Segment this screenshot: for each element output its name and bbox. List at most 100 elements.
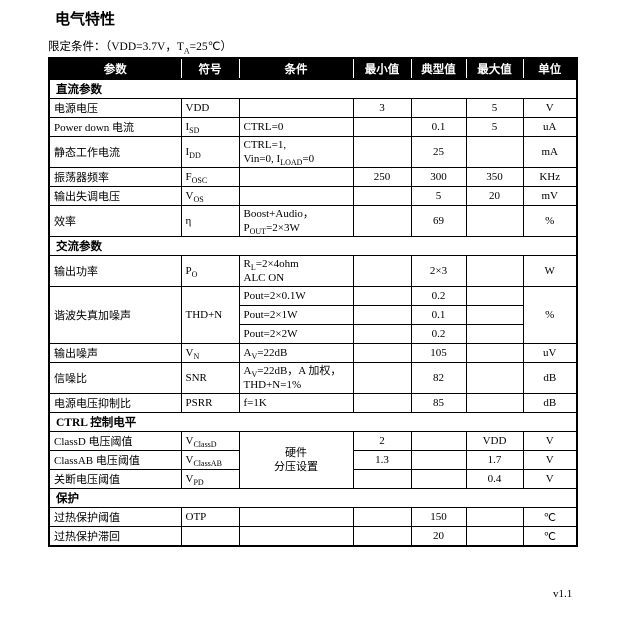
column-header-3: 最小值: [352, 57, 412, 80]
table-row: Power down 电流 ISD CTRL=0 0.1 5 uA: [48, 117, 578, 137]
cell-condition: AV=22dB，A 加权， THD+N=1%: [238, 362, 354, 394]
cell-parameter: ClassD 电压阈值: [48, 431, 182, 451]
table-row: 静态工作电流 IDD CTRL=1, Vin=0, ILOAD=0 25 mA: [48, 136, 578, 168]
cell-unit: V: [522, 450, 578, 470]
cell-parameter: 信噪比: [48, 362, 182, 394]
cell-typ: 300: [410, 167, 467, 187]
cell-parameter: 关断电压阈值: [48, 469, 182, 489]
table-row: 输出噪声 VN AV=22dB 105 uV: [48, 343, 578, 363]
cell-max: 1.7: [465, 450, 524, 470]
cell-typ: 0.2: [410, 286, 467, 306]
page-title: 电气特性: [55, 11, 116, 28]
cell-symbol: OTP: [180, 507, 240, 527]
cell-typ: 25: [410, 136, 467, 168]
section-label: 保护: [48, 488, 578, 508]
cell-max: [465, 255, 524, 287]
cell-max: 0.4: [465, 469, 524, 489]
column-header-6: 单位: [522, 57, 578, 80]
cell-unit: uA: [522, 117, 578, 137]
cell-min: 1.3: [352, 450, 412, 470]
cell-unit: W: [522, 255, 578, 287]
cell-symbol: VPD: [180, 469, 240, 489]
cell-max: [465, 305, 524, 325]
cell-max: [465, 205, 524, 237]
version-label: v1.1: [553, 588, 573, 600]
cell-unit: ℃: [522, 507, 578, 527]
cell-parameter: 谐波失真加噪声: [48, 286, 182, 344]
cell-symbol: VN: [180, 343, 240, 363]
cell-parameter: 输出失调电压: [48, 186, 182, 206]
table-header: 参数 符号 条件 最小值 典型值 最大值 单位: [48, 57, 578, 80]
cell-condition: AV=22dB: [238, 343, 354, 363]
table-row: 电源电压 VDD 3 5 V: [48, 98, 578, 118]
cell-unit: %: [522, 286, 578, 344]
cell-symbol: ISD: [180, 117, 240, 137]
cell-condition: CTRL=0: [238, 117, 354, 137]
cell-max: [465, 526, 524, 547]
table-row: 过热保护阈值 OTP 150 ℃: [48, 507, 578, 527]
cell-max: 350: [465, 167, 524, 187]
test-conditions: 限定条件：（VDD=3.7V，TA=25℃）: [48, 38, 233, 55]
cell-condition: [238, 526, 354, 547]
cell-min: [352, 469, 412, 489]
cell-min: 2: [352, 431, 412, 451]
cell-parameter: 过热保护滞回: [48, 526, 182, 547]
cell-parameter: 振荡器频率: [48, 167, 182, 187]
cell-min: [352, 286, 412, 306]
cell-unit: V: [522, 98, 578, 118]
table-row: 电源电压抑制比 PSRR f=1K 85 dB: [48, 393, 578, 413]
column-header-1: 符号: [180, 57, 240, 80]
cell-typ: [410, 98, 467, 118]
cell-max: 20: [465, 186, 524, 206]
cell-condition: Boost+Audio， POUT=2×3W: [238, 205, 354, 237]
section-label: 直流参数: [48, 78, 578, 99]
cell-symbol: PO: [180, 255, 240, 287]
cell-min: [352, 117, 412, 137]
column-header-0: 参数: [48, 57, 182, 80]
cell-symbol: PSRR: [180, 393, 240, 413]
cell-symbol: THD+N: [180, 286, 240, 344]
cell-unit: uV: [522, 343, 578, 363]
table-row: 信噪比 SNR AV=22dB，A 加权， THD+N=1% 82 dB: [48, 362, 578, 394]
column-header-5: 最大值: [465, 57, 524, 80]
section-row: 直流参数: [48, 78, 578, 99]
cell-unit: V: [522, 431, 578, 451]
table-body: 直流参数 电源电压 VDD 3 5 V Power down 电流 ISD CTRL=0 0.1 5…: [48, 78, 578, 547]
table-row: 过热保护滞回 20 ℃: [48, 526, 578, 547]
table-row: 效率 η Boost+Audio， POUT=2×3W 69%: [48, 205, 578, 237]
cell-typ: 85: [410, 393, 467, 413]
cell-parameter: 电源电压: [48, 98, 182, 118]
section-row: 保护: [48, 488, 578, 508]
cell-parameter: 过热保护阈值: [48, 507, 182, 527]
cell-symbol: IDD: [180, 136, 240, 168]
cell-condition: [238, 186, 354, 206]
cell-max: VDD: [465, 431, 524, 451]
cell-symbol: FOSC: [180, 167, 240, 187]
cell-unit: mV: [522, 186, 578, 206]
test-conditions-suffix: =25℃）: [189, 41, 233, 53]
cell-symbol: VDD: [180, 98, 240, 118]
cell-symbol: η: [180, 205, 240, 237]
table-row: 振荡器频率 FOSC 250 300 350 KHz: [48, 167, 578, 187]
section-label: 交流参数: [48, 236, 578, 256]
cell-typ: 2×3: [410, 255, 467, 287]
cell-max: 5: [465, 117, 524, 137]
cell-max: [465, 343, 524, 363]
cell-max: [465, 507, 524, 527]
cell-unit: mA: [522, 136, 578, 168]
section-label: CTRL 控制电平: [48, 412, 578, 432]
cell-parameter: 静态工作电流: [48, 136, 182, 168]
cell-unit: ℃: [522, 526, 578, 547]
cell-typ: 0.1: [410, 305, 467, 325]
cell-condition: RL=2×4ohm ALC ON: [238, 255, 354, 287]
cell-parameter: 输出功率: [48, 255, 182, 287]
cell-parameter: ClassAB 电压阈值: [48, 450, 182, 470]
cell-min: [352, 526, 412, 547]
table-row: ClassD 电压阈值 VClassD 硬件 分压设置 2 VDD V: [48, 431, 578, 489]
cell-typ: 69: [410, 205, 467, 237]
cell-condition: [238, 167, 354, 187]
section-row: CTRL 控制电平: [48, 412, 578, 432]
cell-min: [352, 324, 412, 344]
column-header-2: 条件: [238, 57, 354, 80]
cell-typ: 150: [410, 507, 467, 527]
